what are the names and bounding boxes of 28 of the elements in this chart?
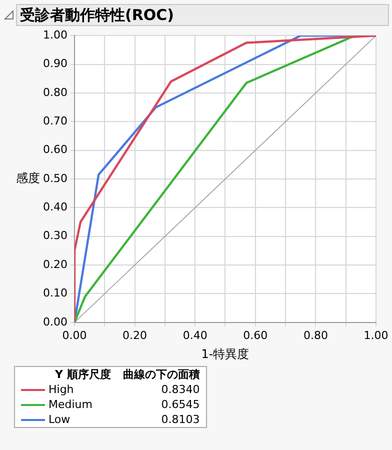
- legend-label: Low: [47, 412, 72, 428]
- legend-label: High: [47, 382, 75, 397]
- y-tick-label: 0.60: [42, 143, 68, 156]
- x-tick-label: 0.80: [303, 328, 328, 342]
- x-tick-label: 0.60: [243, 328, 268, 342]
- y-tick-label: 0.50: [42, 172, 68, 185]
- text: 0.6545: [160, 397, 201, 412]
- y-tick-label: 0.00: [42, 315, 68, 328]
- y-tick-label: 1.00: [42, 28, 68, 42]
- x-axis-title: 1-特異度: [201, 346, 250, 361]
- legend-title: Y 順序尺度: [54, 367, 112, 382]
- y-tick-label: 0.80: [42, 86, 68, 99]
- y-tick-label: 0.20: [42, 258, 68, 271]
- text: 0.8340: [160, 382, 201, 397]
- chart-title: 受診者動作特性(ROC): [16, 4, 389, 26]
- y-tick-label: 0.10: [42, 286, 68, 300]
- y-tick-label: 0.30: [42, 229, 68, 242]
- x-tick-label: 0.20: [122, 328, 148, 342]
- y-tick-label: 0.70: [42, 114, 68, 128]
- text: 曲線の下の面積: [122, 367, 201, 382]
- legend-label: Medium: [47, 397, 94, 412]
- x-tick-label: 1.00: [364, 328, 388, 342]
- x-tick-label: 0.40: [182, 328, 208, 342]
- y-tick-label: 0.90: [42, 57, 68, 70]
- y-axis-title: 感度: [16, 171, 40, 186]
- y-tick-label: 0.40: [42, 200, 68, 214]
- x-tick-label: 0.00: [62, 328, 87, 342]
- text: 0.8103: [160, 412, 201, 428]
